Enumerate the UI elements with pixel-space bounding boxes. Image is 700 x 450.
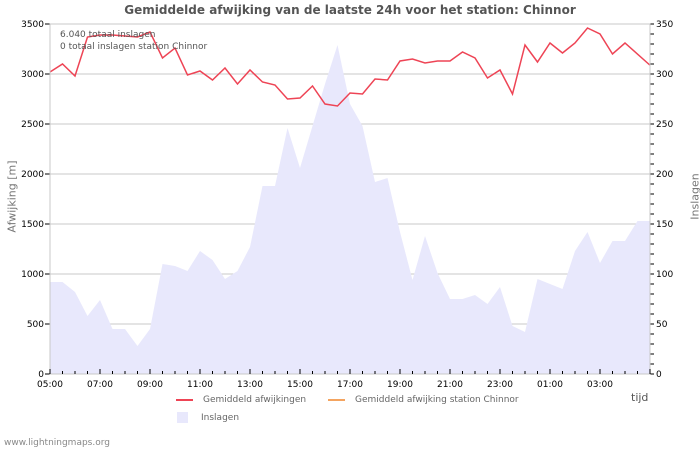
- legend-item-station-deviation: Gemiddeld afwijking station Chinnor: [328, 395, 519, 405]
- strikes-area: [50, 45, 650, 374]
- svg-text:100: 100: [656, 270, 673, 280]
- svg-text:500: 500: [27, 320, 44, 330]
- svg-text:0: 0: [656, 370, 662, 380]
- chart-title: Gemiddelde afwijking van de laatste 24h …: [124, 3, 576, 17]
- orange-line-swatch-icon: [328, 399, 345, 401]
- area-swatch-icon: [177, 412, 188, 423]
- legend-label: Gemiddeld afwijking station Chinnor: [355, 395, 519, 405]
- svg-text:11:00: 11:00: [187, 380, 213, 390]
- svg-text:250: 250: [656, 120, 673, 130]
- svg-text:05:00: 05:00: [37, 380, 63, 390]
- svg-text:300: 300: [656, 70, 673, 80]
- total-strikes-text: 6.040 totaal inslagen: [60, 30, 156, 40]
- red-line-swatch-icon: [176, 399, 193, 401]
- axes: 0 500 1000 1500 2000 2500 3000 3500 0 50 100 150 200…: [21, 20, 673, 390]
- svg-text:200: 200: [656, 170, 673, 180]
- svg-text:350: 350: [656, 20, 673, 30]
- x-axis-unit-label: tijd: [631, 391, 649, 404]
- legend-item-strikes: Inslagen: [174, 412, 239, 423]
- svg-text:09:00: 09:00: [137, 380, 163, 390]
- y-axis-left-label: Afwijking [m]: [5, 160, 19, 233]
- svg-text:23:00: 23:00: [487, 380, 513, 390]
- svg-text:15:00: 15:00: [287, 380, 313, 390]
- svg-text:17:00: 17:00: [337, 380, 363, 390]
- svg-text:0: 0: [38, 370, 44, 380]
- svg-text:19:00: 19:00: [387, 380, 413, 390]
- deviation-line: [49, 27, 651, 107]
- svg-text:1000: 1000: [21, 270, 44, 280]
- footer-site-link[interactable]: www.lightningmaps.org: [4, 438, 110, 448]
- svg-text:03:00: 03:00: [587, 380, 613, 390]
- legend-label: Inslagen: [201, 412, 240, 423]
- svg-text:21:00: 21:00: [437, 380, 463, 390]
- svg-text:07:00: 07:00: [87, 380, 113, 390]
- svg-text:1500: 1500: [21, 220, 44, 230]
- y-axis-right-label: Inslagen: [688, 173, 700, 220]
- svg-text:150: 150: [656, 220, 673, 230]
- station-strikes-text: 0 totaal inslagen station Chinnor: [60, 42, 208, 52]
- svg-text:2500: 2500: [21, 120, 44, 130]
- svg-text:3500: 3500: [21, 20, 44, 30]
- svg-text:01:00: 01:00: [537, 380, 563, 390]
- legend-label: Gemiddeld afwijkingen: [203, 395, 307, 405]
- svg-text:3000: 3000: [21, 70, 44, 80]
- legend-item-deviation: Gemiddeld afwijkingen: [176, 395, 306, 405]
- svg-text:50: 50: [656, 320, 668, 330]
- svg-text:13:00: 13:00: [237, 380, 263, 390]
- svg-text:2000: 2000: [21, 170, 44, 180]
